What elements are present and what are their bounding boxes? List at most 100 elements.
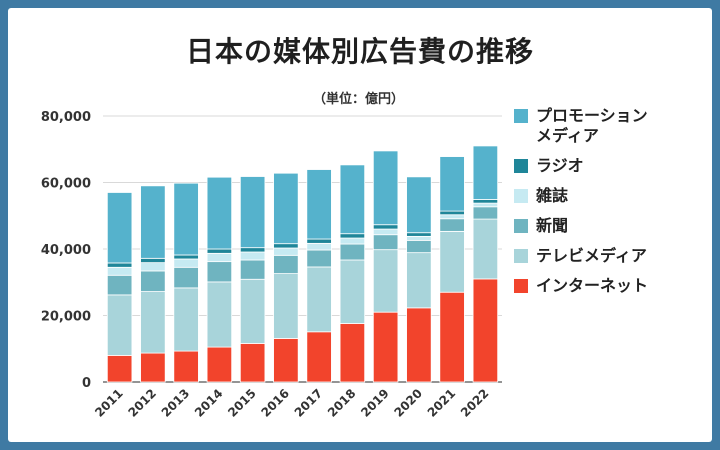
x-tick-label: 2013 bbox=[159, 386, 193, 420]
bar-segment bbox=[372, 249, 399, 313]
bar-segment bbox=[239, 176, 266, 249]
bar-segment bbox=[306, 266, 332, 333]
bar-segment bbox=[173, 182, 199, 256]
bar-segment bbox=[472, 218, 499, 280]
bar-segment bbox=[306, 169, 332, 240]
bar-segment bbox=[372, 234, 399, 251]
x-tick-label: 2021 bbox=[425, 386, 459, 420]
bar-segment bbox=[472, 199, 499, 204]
legend-swatch-promotion bbox=[514, 109, 528, 123]
bar-segment bbox=[372, 150, 399, 226]
x-tick-label: 2020 bbox=[391, 386, 425, 420]
bar-segment bbox=[206, 346, 233, 383]
y-tick-label: 60,000 bbox=[41, 177, 91, 192]
y-tick-label: 80,000 bbox=[41, 110, 91, 125]
legend-item-promotion: プロモーション メディア bbox=[514, 106, 709, 146]
bar-segment bbox=[173, 287, 199, 352]
bar-segment bbox=[439, 218, 465, 232]
legend-label-newspaper: 新聞 bbox=[536, 216, 569, 235]
bar-segment bbox=[140, 291, 166, 354]
legend-swatch-magazine bbox=[514, 189, 528, 203]
chart-legend: プロモーション メディア ラジオ 雑誌 新聞 テレビメディア インターネット bbox=[514, 106, 709, 306]
bar-segment bbox=[339, 259, 366, 324]
bar-segment bbox=[339, 233, 366, 239]
bar-segment bbox=[140, 270, 166, 292]
bar-segment bbox=[273, 254, 299, 275]
unit-label: （単位：億円） bbox=[313, 92, 405, 107]
bar-segment bbox=[406, 235, 432, 241]
bar-segment bbox=[206, 281, 233, 348]
bar-segment bbox=[239, 343, 266, 383]
bar-segment bbox=[372, 224, 399, 230]
bar-segment bbox=[406, 176, 432, 234]
bar-segment bbox=[439, 230, 465, 293]
legend-swatch-newspaper bbox=[514, 219, 528, 233]
x-tick-label: 2015 bbox=[225, 386, 259, 420]
bar-segment bbox=[273, 273, 299, 339]
bar-segment bbox=[372, 311, 399, 383]
x-tick-label: 2019 bbox=[358, 386, 392, 420]
legend-swatch-internet bbox=[514, 279, 528, 293]
bar-segment bbox=[140, 352, 166, 383]
legend-swatch-radio bbox=[514, 159, 528, 173]
bar-segment bbox=[406, 252, 432, 309]
bar-segment bbox=[239, 278, 266, 344]
bar-segment bbox=[206, 261, 233, 283]
bar-segment bbox=[406, 239, 432, 254]
bar-segment bbox=[140, 262, 166, 272]
legend-label-tv-media: テレビメディア bbox=[536, 246, 647, 265]
legend-item-magazine: 雑誌 bbox=[514, 186, 709, 206]
bar-segment bbox=[306, 249, 332, 268]
y-tick-label: 40,000 bbox=[41, 243, 91, 258]
bar-segment bbox=[273, 247, 299, 256]
bar-segment bbox=[106, 192, 133, 264]
bar-segment bbox=[106, 266, 133, 276]
bar-segment bbox=[239, 251, 266, 261]
legend-item-internet: インターネット bbox=[514, 276, 709, 296]
y-tick-label: 20,000 bbox=[41, 310, 91, 325]
x-tick-label: 2016 bbox=[258, 386, 292, 420]
x-tick-label: 2018 bbox=[325, 386, 359, 420]
bar-segment bbox=[239, 259, 266, 280]
bar-segment bbox=[406, 232, 432, 237]
bar-segment bbox=[339, 237, 366, 245]
bar-segment bbox=[472, 202, 499, 208]
legend-swatch-tv-media bbox=[514, 249, 528, 263]
bar-segment bbox=[306, 331, 332, 383]
bar-segment bbox=[439, 214, 465, 220]
bar-segment bbox=[306, 242, 332, 251]
bar-segment bbox=[406, 307, 432, 383]
bar-segment bbox=[472, 278, 499, 383]
bar-segment bbox=[439, 156, 465, 212]
legend-label-radio: ラジオ bbox=[536, 156, 584, 175]
x-tick-label: 2011 bbox=[92, 386, 126, 420]
bar-segment bbox=[106, 354, 133, 383]
legend-label-promotion: プロモーション メディア bbox=[536, 106, 648, 145]
bar-segment bbox=[339, 243, 366, 261]
bar-segment bbox=[140, 185, 166, 259]
bar-segment bbox=[106, 274, 133, 296]
bar-segment bbox=[106, 262, 133, 268]
bar-segment bbox=[173, 254, 199, 260]
legend-item-tv-media: テレビメディア bbox=[514, 246, 709, 266]
x-tick-label: 2014 bbox=[192, 386, 226, 420]
bar-segment bbox=[206, 248, 233, 254]
legend-item-radio: ラジオ bbox=[514, 156, 709, 176]
bar-segment bbox=[173, 266, 199, 289]
bar-segment bbox=[306, 238, 332, 244]
legend-label-magazine: 雑誌 bbox=[536, 186, 569, 205]
x-tick-label: 2022 bbox=[458, 386, 492, 420]
bar-segment bbox=[472, 145, 499, 200]
bar-segment bbox=[339, 164, 366, 235]
bar-segment bbox=[439, 291, 465, 383]
bar-segment bbox=[206, 176, 233, 250]
chart-card: 日本の媒体別広告費の推移 （単位：億円） 0 20,000 40,000 60,000… bbox=[8, 8, 712, 442]
x-tick-label: 2012 bbox=[125, 386, 159, 420]
bar-segment bbox=[173, 258, 199, 268]
bar-segment bbox=[273, 338, 299, 383]
chart-title: 日本の媒体別広告費の推移 bbox=[185, 35, 534, 68]
bar-segment bbox=[339, 323, 366, 383]
bar-segment bbox=[173, 350, 199, 383]
